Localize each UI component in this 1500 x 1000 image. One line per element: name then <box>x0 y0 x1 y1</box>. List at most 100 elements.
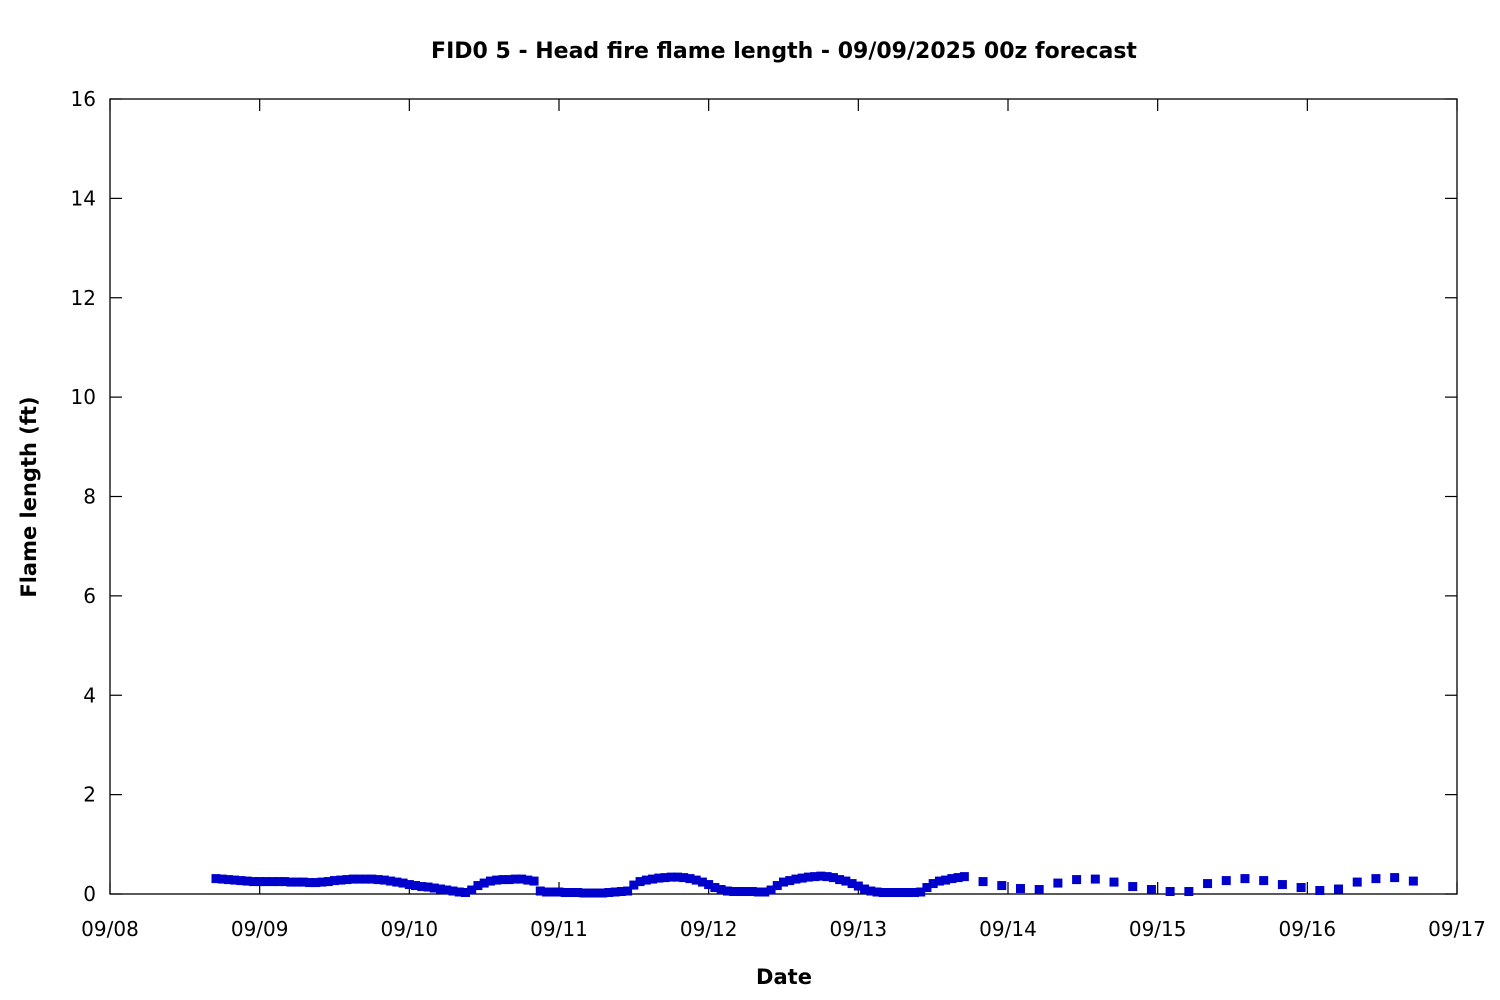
data-point <box>1109 877 1119 887</box>
data-point <box>273 877 283 887</box>
data-point <box>361 874 371 884</box>
data-point <box>741 887 751 897</box>
data-point <box>1015 884 1025 894</box>
x-tick-label: 09/12 <box>680 917 738 941</box>
data-point <box>760 887 770 897</box>
x-axis-label: Date <box>756 965 812 989</box>
data-point <box>704 880 714 890</box>
data-point <box>542 887 552 897</box>
data-point <box>810 872 820 882</box>
data-point <box>641 875 651 885</box>
data-point <box>772 881 782 891</box>
x-tick-label: 09/15 <box>1129 917 1187 941</box>
data-point <box>566 888 576 898</box>
data-point <box>248 877 258 887</box>
data-point <box>803 872 813 882</box>
data-point <box>591 888 601 898</box>
data-point <box>311 878 321 888</box>
data-point <box>754 887 764 897</box>
data-point <box>585 888 595 898</box>
data-point <box>1240 874 1250 884</box>
data-point <box>479 878 489 888</box>
y-tick-label: 14 <box>71 186 96 210</box>
x-tick-label: 09/11 <box>530 917 588 941</box>
data-point <box>504 875 514 885</box>
data-point <box>342 875 352 885</box>
data-point <box>816 871 826 881</box>
data-point <box>535 886 545 896</box>
chart-title: FID0 5 - Head fire flame length - 09/09/… <box>431 39 1137 64</box>
data-point <box>492 875 502 885</box>
data-point <box>454 887 464 897</box>
data-point <box>1165 887 1175 897</box>
data-point <box>255 877 265 887</box>
data-point <box>1072 875 1082 885</box>
data-point <box>548 887 558 897</box>
data-point <box>997 881 1007 891</box>
x-tick-label: 09/14 <box>979 917 1037 941</box>
data-point <box>560 888 570 898</box>
data-point <box>392 877 402 887</box>
data-point <box>217 874 227 884</box>
x-tick-label: 09/10 <box>381 917 439 941</box>
data-point <box>1053 878 1063 888</box>
data-point <box>317 877 327 887</box>
data-point <box>423 882 433 892</box>
data-point <box>853 881 863 891</box>
data-point <box>610 887 620 897</box>
data-points <box>211 871 1418 898</box>
data-point <box>685 874 695 884</box>
data-point <box>554 887 564 897</box>
data-point <box>448 886 458 896</box>
data-point <box>1203 879 1213 889</box>
data-point <box>941 875 951 885</box>
data-point <box>779 877 788 887</box>
data-point <box>323 877 333 887</box>
y-tick-label: 6 <box>83 584 96 608</box>
data-point <box>847 879 857 889</box>
data-point <box>442 885 452 895</box>
data-point <box>654 873 664 883</box>
data-point <box>891 888 901 898</box>
data-point <box>1034 885 1044 895</box>
data-point <box>1277 880 1287 890</box>
data-point <box>672 872 682 882</box>
data-point <box>729 887 739 897</box>
y-tick-label: 10 <box>71 385 96 409</box>
data-point <box>1334 884 1344 894</box>
data-point <box>959 872 969 882</box>
data-point <box>828 873 838 883</box>
data-point <box>1371 874 1381 884</box>
data-point <box>785 876 795 886</box>
data-point <box>354 874 364 884</box>
data-point <box>473 881 483 891</box>
data-point <box>629 880 639 890</box>
data-point <box>1352 877 1362 887</box>
y-axis-label: Flame length (ft) <box>17 396 41 597</box>
data-point <box>336 875 346 885</box>
plot-frame <box>109 98 1458 895</box>
data-point <box>916 887 926 897</box>
data-point <box>909 888 919 898</box>
data-point <box>305 878 315 888</box>
data-point <box>386 876 396 886</box>
y-tick-label: 0 <box>83 882 96 906</box>
data-point <box>934 876 944 886</box>
data-point <box>928 879 938 889</box>
data-point <box>1128 882 1138 892</box>
data-point <box>330 876 339 886</box>
data-point <box>579 888 589 898</box>
y-tick-label: 8 <box>83 485 96 509</box>
data-point <box>436 884 446 894</box>
data-point <box>947 874 957 884</box>
data-point <box>236 876 246 886</box>
x-tick-label: 09/13 <box>830 917 888 941</box>
data-point <box>498 875 508 885</box>
y-tick-label: 2 <box>83 783 96 807</box>
data-point <box>280 877 290 887</box>
data-point <box>211 874 221 884</box>
data-point <box>467 885 477 895</box>
data-point <box>517 874 527 884</box>
data-point <box>679 873 689 883</box>
data-point <box>1296 883 1306 893</box>
